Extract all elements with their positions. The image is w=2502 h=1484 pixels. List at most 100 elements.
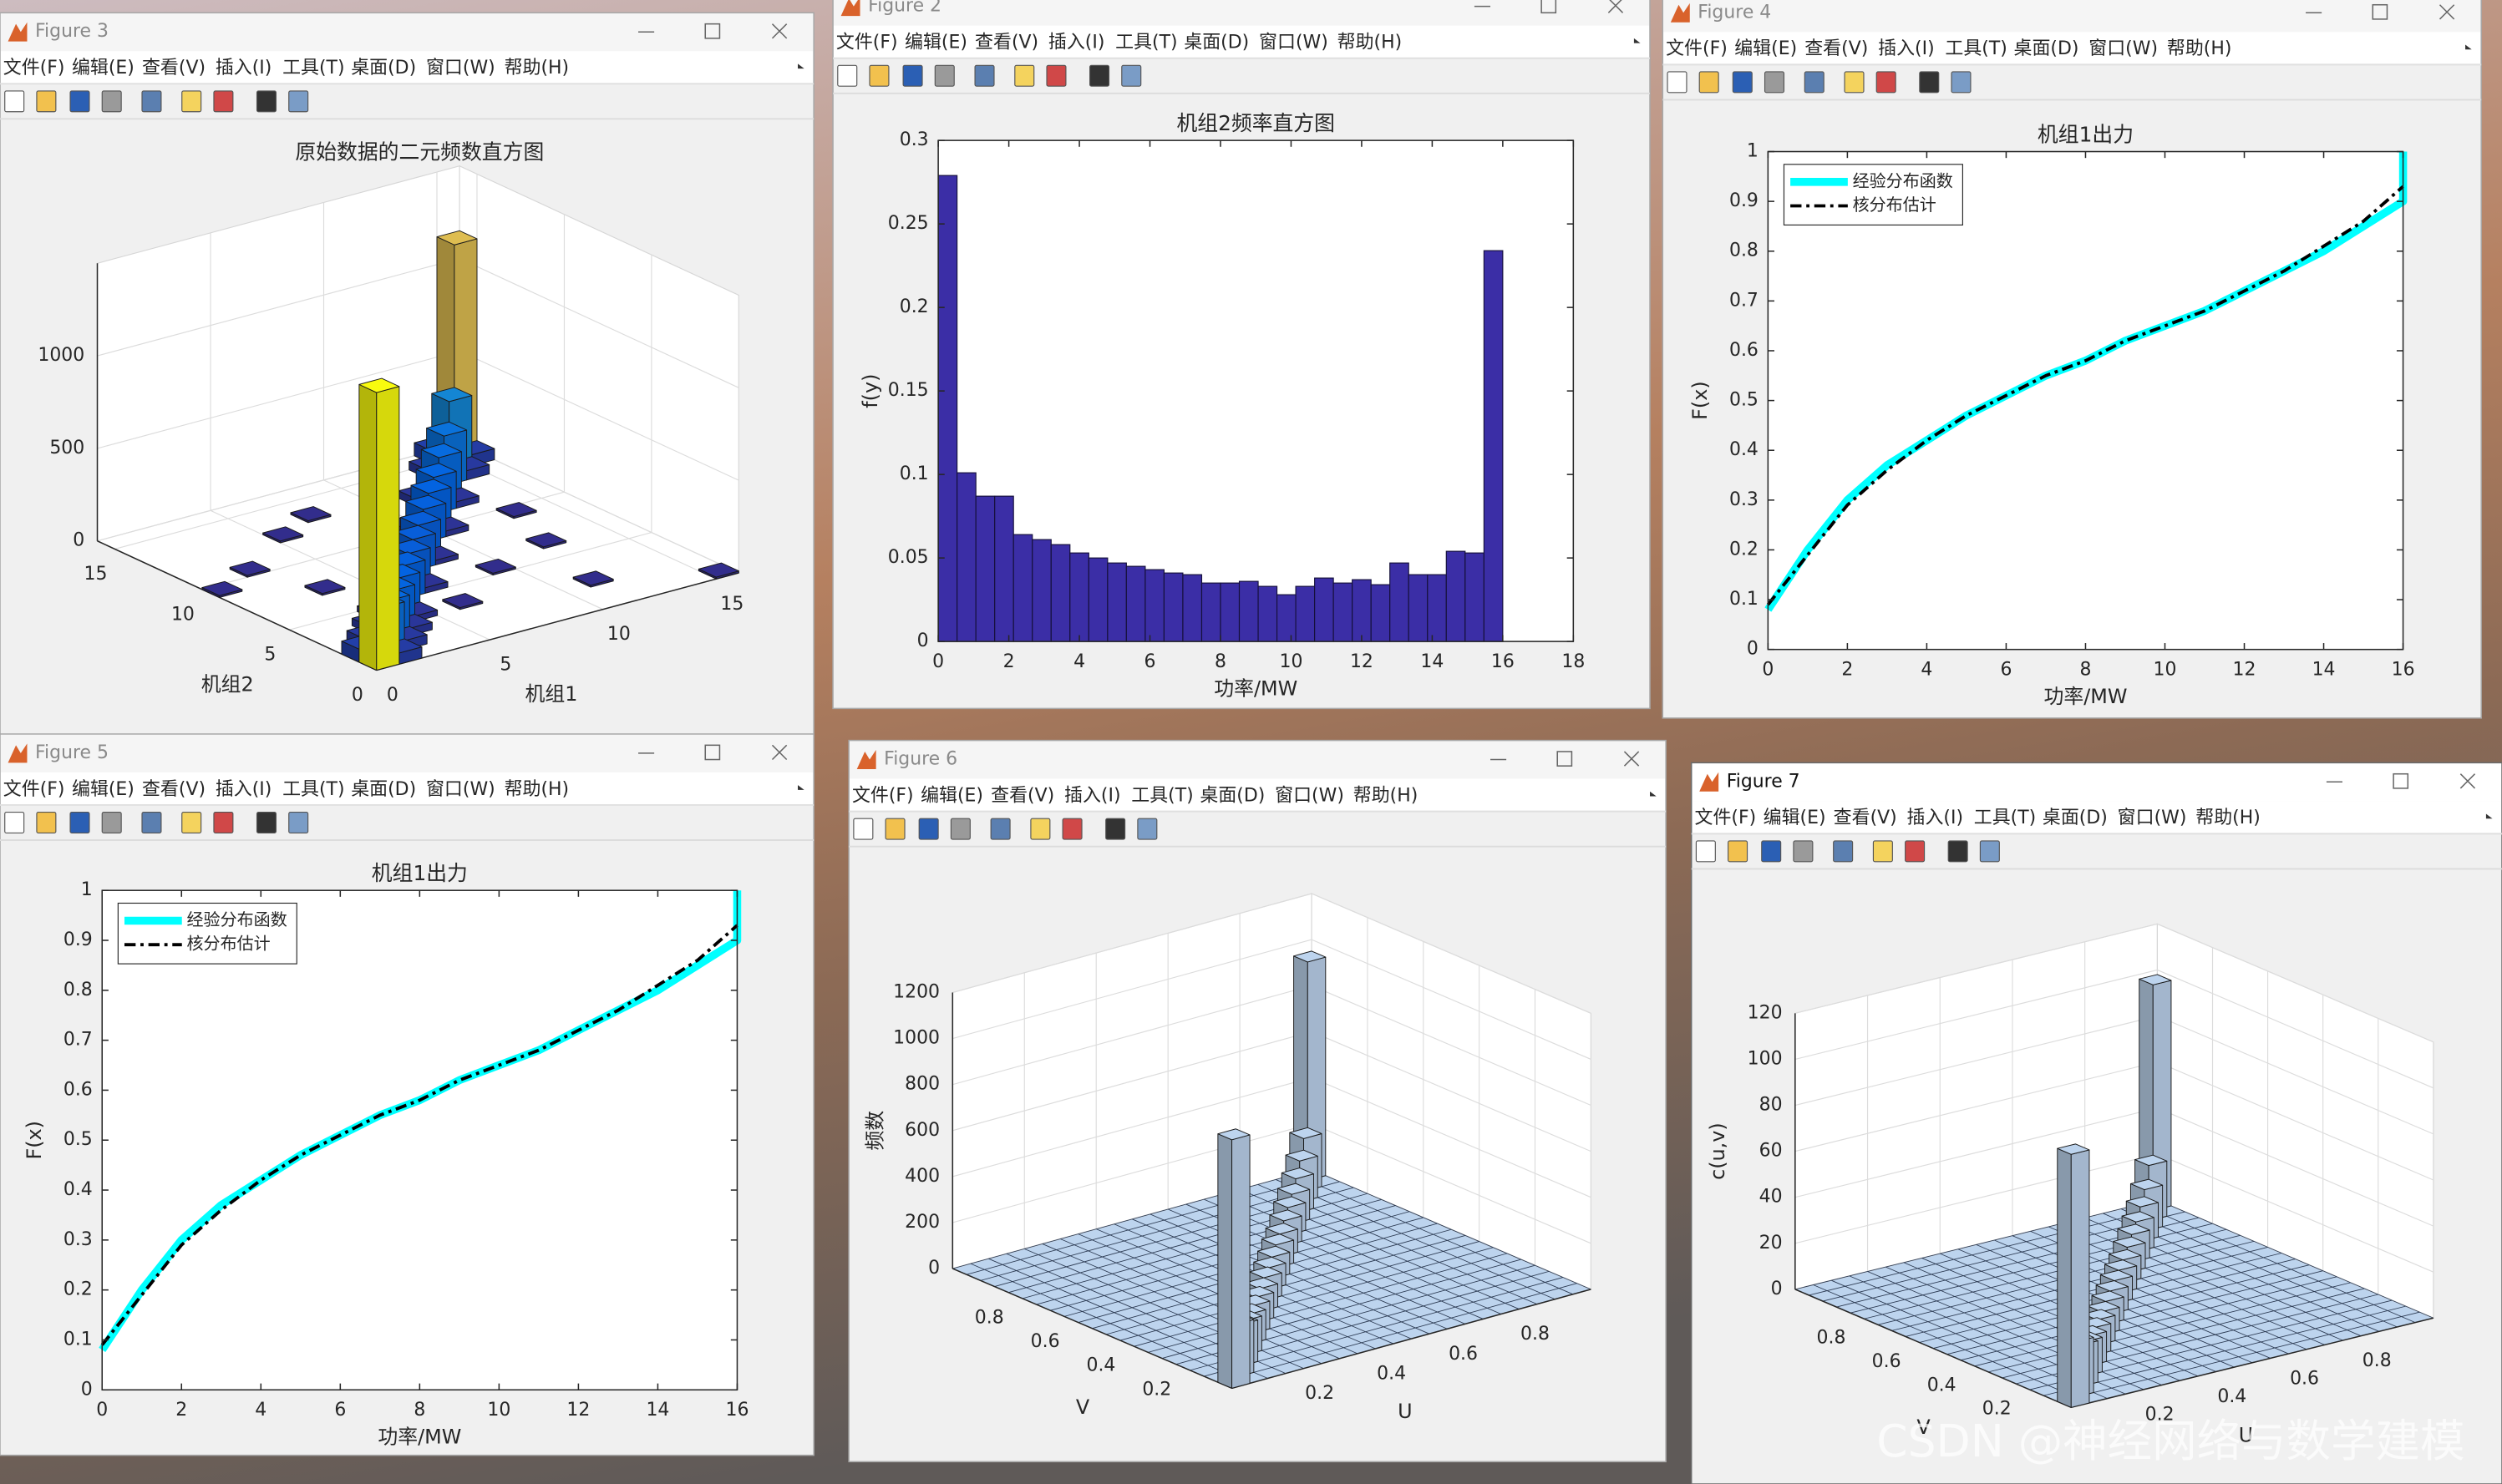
menu-item[interactable]: 窗口(W) [1275,785,1344,806]
menu-item[interactable]: 桌面(D) [1200,785,1265,806]
menu-item[interactable]: 查看(V) [142,779,206,800]
toolbar-button[interactable] [101,90,122,113]
toolbar-button[interactable] [1089,64,1110,87]
menu-item[interactable]: 编辑(E) [72,779,134,800]
toolbar-button[interactable] [4,811,25,833]
toolbar-button[interactable] [101,811,122,833]
toolbar-button[interactable] [181,811,202,833]
toolbar-button[interactable] [213,90,234,113]
menu-item[interactable]: 帮助(H) [1337,33,1403,53]
toolbar-button[interactable] [1947,840,1968,863]
toolbar-button[interactable] [288,90,309,113]
menu-item[interactable]: 桌面(D) [2014,38,2079,59]
menu-item[interactable]: 桌面(D) [2043,808,2108,828]
menu-item[interactable]: 工具(T) [282,779,344,800]
maximize-button[interactable] [704,744,721,761]
menu-item[interactable]: 文件(F) [836,33,898,53]
menu-item[interactable]: 文件(F) [1695,808,1757,828]
menu-item[interactable]: 文件(F) [3,58,65,79]
menu-item[interactable]: 查看(V) [1834,808,1897,828]
toolbar-button[interactable] [1062,818,1083,840]
toolbar-button[interactable] [1761,840,1782,863]
close-button[interactable] [771,744,788,761]
toolbar-button[interactable] [213,811,234,833]
toolbar-button[interactable] [69,811,90,833]
menu-item[interactable]: 插入(I) [216,779,272,800]
menu-item[interactable]: 工具(T) [282,58,344,79]
toolbar-button[interactable] [869,64,890,87]
toolbar-button[interactable] [1046,64,1067,87]
toolbar-button[interactable] [1905,840,1926,863]
toolbar-button[interactable] [974,64,995,87]
toolbar-button[interactable] [1105,818,1126,840]
toolbar-button[interactable] [141,811,162,833]
toolbar-button[interactable] [1872,840,1893,863]
toolbar-button[interactable] [1014,64,1035,87]
menu-item[interactable]: 插入(I) [1064,785,1121,806]
toolbar-button[interactable] [902,64,923,87]
menu-item[interactable]: 工具(T) [1945,38,2007,59]
toolbar-button[interactable] [1951,71,1972,94]
close-button[interactable] [771,23,788,39]
menu-item[interactable]: 帮助(H) [2195,808,2261,828]
toolbar-button[interactable] [1667,71,1687,94]
menu-item[interactable]: 窗口(W) [426,58,495,79]
menu-item[interactable]: 窗口(W) [1259,33,1328,53]
close-button[interactable] [2439,4,2455,20]
menu-item[interactable]: 帮助(H) [1353,785,1418,806]
toolbar-button[interactable] [990,818,1011,840]
toolbar-button[interactable] [1833,840,1854,863]
menu-item[interactable]: 编辑(E) [921,785,983,806]
toolbar-button[interactable] [36,811,57,833]
toolbar-button[interactable] [1804,71,1824,94]
menu-item[interactable]: 工具(T) [1115,33,1177,53]
menu-item[interactable]: 查看(V) [142,58,206,79]
toolbar-button[interactable] [69,90,90,113]
menu-item[interactable]: 查看(V) [1804,38,1868,59]
maximize-button[interactable] [2393,772,2409,789]
toolbar-button[interactable] [918,818,939,840]
menu-item[interactable]: 帮助(H) [2167,38,2232,59]
menu-item[interactable]: 插入(I) [1878,38,1935,59]
toolbar-button[interactable] [1732,71,1753,94]
maximize-button[interactable] [1540,0,1557,14]
menu-item[interactable]: 查看(V) [975,33,1038,53]
toolbar-button[interactable] [1919,71,1940,94]
toolbar-button[interactable] [853,818,874,840]
toolbar-button[interactable] [1793,840,1814,863]
toolbar-button[interactable] [4,90,25,113]
toolbar-button[interactable] [1979,840,2000,863]
menu-item[interactable]: 工具(T) [1974,808,2036,828]
toolbar-button[interactable] [1698,71,1719,94]
toolbar-button[interactable] [934,64,955,87]
menu-item[interactable]: 桌面(D) [1184,33,1249,53]
toolbar-button[interactable] [950,818,971,840]
menu-item[interactable]: 帮助(H) [505,779,570,800]
toolbar-button[interactable] [1764,71,1785,94]
maximize-button[interactable] [2372,3,2388,20]
menu-item[interactable]: 编辑(E) [72,58,134,79]
toolbar-button[interactable] [288,811,309,833]
menu-item[interactable]: 帮助(H) [505,58,570,79]
menu-item[interactable]: 窗口(W) [2118,808,2187,828]
toolbar-button[interactable] [141,90,162,113]
menu-item[interactable]: 编辑(E) [1764,808,1826,828]
toolbar-button[interactable] [885,818,906,840]
menu-item[interactable]: 工具(T) [1131,785,1193,806]
toolbar-button[interactable] [36,90,57,113]
menu-item[interactable]: 桌面(D) [351,779,416,800]
toolbar-button[interactable] [256,90,277,113]
toolbar-button[interactable] [256,811,277,833]
close-button[interactable] [1623,751,1640,767]
maximize-button[interactable] [704,23,721,39]
toolbar-button[interactable] [1695,840,1716,863]
maximize-button[interactable] [1556,751,1573,767]
menu-item[interactable]: 查看(V) [991,785,1054,806]
close-button[interactable] [1607,0,1624,13]
toolbar-button[interactable] [1728,840,1748,863]
toolbar-button[interactable] [1030,818,1051,840]
menu-item[interactable]: 插入(I) [1048,33,1105,53]
menu-item[interactable]: 插入(I) [216,58,272,79]
toolbar-button[interactable] [181,90,202,113]
menu-item[interactable]: 文件(F) [852,785,914,806]
